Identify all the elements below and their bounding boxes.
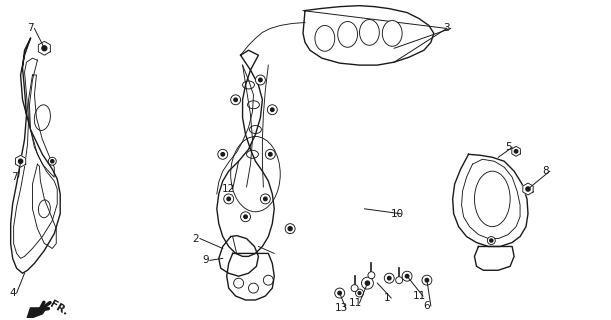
Circle shape (490, 239, 493, 242)
Circle shape (221, 153, 224, 156)
Text: 12: 12 (222, 184, 235, 194)
Ellipse shape (338, 21, 357, 47)
Ellipse shape (382, 20, 402, 46)
Ellipse shape (315, 26, 335, 51)
Circle shape (268, 105, 277, 115)
Polygon shape (26, 308, 46, 320)
Circle shape (231, 95, 241, 105)
Circle shape (265, 149, 276, 159)
Circle shape (425, 278, 429, 282)
Circle shape (335, 288, 345, 298)
Text: 1: 1 (384, 293, 390, 303)
Circle shape (356, 289, 364, 297)
Circle shape (258, 78, 262, 82)
Circle shape (488, 236, 496, 244)
Ellipse shape (359, 20, 379, 45)
Circle shape (365, 281, 370, 285)
Circle shape (368, 272, 375, 279)
Polygon shape (38, 41, 50, 55)
Text: 5: 5 (505, 142, 511, 152)
Circle shape (402, 271, 412, 281)
Circle shape (387, 276, 391, 280)
Text: 9: 9 (203, 255, 209, 265)
Text: 3: 3 (444, 23, 450, 34)
Circle shape (338, 291, 342, 295)
Polygon shape (475, 246, 514, 270)
Circle shape (51, 160, 54, 163)
Circle shape (285, 224, 295, 234)
Text: 4: 4 (9, 288, 16, 298)
Circle shape (384, 273, 394, 283)
Circle shape (255, 75, 265, 85)
Text: 2: 2 (192, 234, 199, 244)
Circle shape (422, 275, 432, 285)
Text: 10: 10 (390, 209, 404, 219)
Text: 7: 7 (27, 23, 34, 34)
Polygon shape (303, 6, 434, 65)
Circle shape (48, 157, 56, 165)
Circle shape (218, 149, 228, 159)
Circle shape (244, 215, 247, 219)
Circle shape (514, 150, 518, 153)
Polygon shape (512, 146, 521, 156)
Polygon shape (227, 253, 274, 300)
Circle shape (269, 153, 272, 156)
Polygon shape (453, 154, 528, 246)
Circle shape (241, 212, 251, 222)
Polygon shape (523, 183, 533, 195)
Text: 11: 11 (412, 291, 426, 301)
Circle shape (260, 194, 270, 204)
Polygon shape (219, 236, 258, 276)
Circle shape (396, 277, 403, 284)
Circle shape (288, 227, 292, 231)
Text: 8: 8 (543, 166, 549, 176)
Polygon shape (15, 155, 26, 167)
Text: 6: 6 (423, 301, 430, 311)
Circle shape (234, 98, 237, 101)
Circle shape (351, 284, 358, 292)
Text: 13: 13 (335, 303, 348, 313)
Circle shape (526, 187, 530, 191)
Circle shape (405, 275, 409, 278)
Circle shape (263, 197, 267, 201)
Polygon shape (217, 50, 274, 256)
Circle shape (271, 108, 274, 111)
Circle shape (18, 159, 23, 163)
Circle shape (227, 197, 230, 201)
Text: 7: 7 (12, 172, 18, 182)
Circle shape (224, 194, 233, 204)
Circle shape (362, 277, 373, 289)
Circle shape (42, 46, 47, 51)
Polygon shape (10, 38, 60, 273)
Circle shape (358, 292, 361, 294)
Text: 11: 11 (349, 298, 362, 308)
Text: FR.: FR. (48, 299, 70, 317)
